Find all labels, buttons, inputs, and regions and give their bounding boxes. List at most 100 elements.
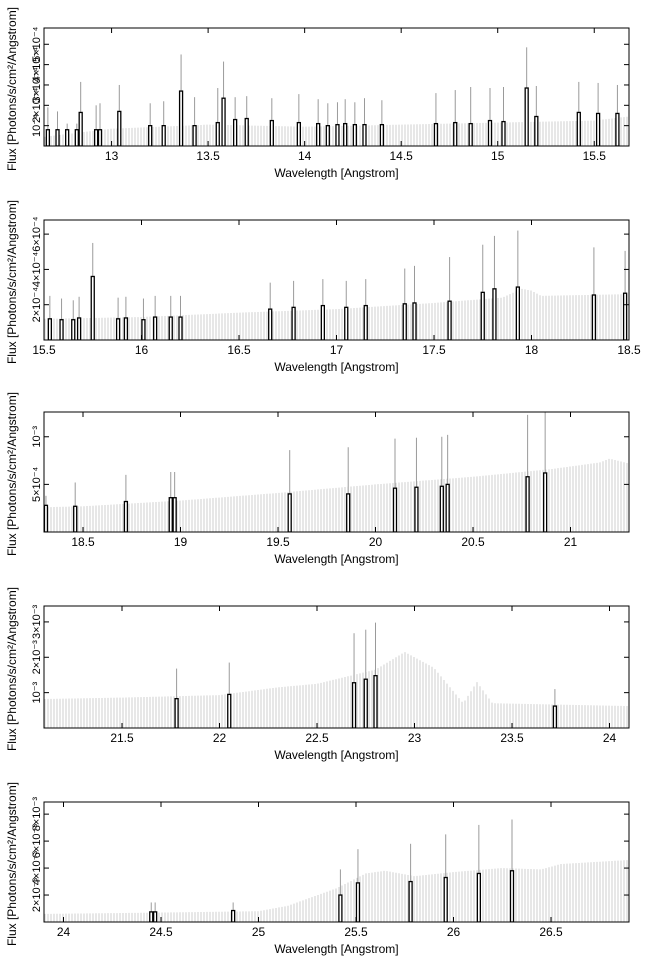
line-bar — [178, 316, 183, 340]
line-bar — [117, 110, 122, 146]
line-bar — [445, 483, 450, 532]
line-bar — [343, 122, 348, 146]
x-tick-label: 16 — [135, 343, 149, 357]
y-tick-label: 3×10⁻⁴ — [31, 67, 43, 103]
line-bar — [615, 112, 620, 146]
line-bar — [123, 500, 129, 532]
y-tick-label: 10⁻⁴ — [31, 114, 43, 137]
line-bar — [355, 882, 361, 922]
y-tick-label: 10⁻³ — [31, 681, 43, 703]
line-bar — [45, 129, 51, 146]
line-bar — [453, 121, 458, 146]
x-tick-label: 15 — [491, 149, 505, 163]
line-bar — [492, 288, 497, 340]
plot-area — [44, 230, 628, 340]
plot-frame — [43, 27, 630, 147]
y-axis-label: Flux [Photons/s/cm²/Angstrom] — [5, 587, 19, 751]
spectrum-panel: 13 13.5 14 14.5 15 15.5 10⁻⁴2×10⁻⁴3×10⁻⁴4×10⁻⁴… — [5, 7, 630, 180]
line-bar — [501, 120, 506, 146]
y-tick-label: 5×10⁻⁴ — [31, 466, 43, 502]
line-bar — [269, 119, 274, 146]
line-bar — [296, 121, 302, 146]
spectrum-panel: 21.5 22 22.5 23 23.5 24 10⁻³ 2×10⁻³3×10⁻³ Wavele… — [5, 587, 630, 762]
line-bar — [595, 112, 601, 146]
line-bar — [433, 122, 439, 146]
line-bar — [576, 111, 581, 146]
line-bar — [320, 304, 326, 340]
line-bar — [362, 123, 367, 146]
y-tick-label: 2×10⁻³ — [31, 878, 43, 913]
plot-frame — [43, 801, 630, 923]
y-tick-label: 4×10⁻⁴ — [31, 251, 43, 287]
line-bar — [73, 505, 78, 532]
x-tick-label: 24 — [57, 925, 71, 939]
line-bar — [351, 682, 357, 728]
line-bar — [76, 317, 82, 340]
line-bar — [468, 122, 473, 146]
line-bar — [55, 129, 60, 146]
line-bar — [352, 123, 357, 146]
line-bar — [227, 693, 232, 728]
line-bar — [148, 125, 153, 146]
line-bar — [443, 876, 448, 922]
line-bar — [346, 493, 351, 532]
line-bar — [379, 123, 385, 146]
x-tick-label: 18.5 — [617, 343, 641, 357]
plot-frame — [43, 605, 630, 729]
y-axis-label: Flux [Photons/s/cm²/Angstrom] — [5, 7, 19, 171]
spectrum-panel: 18.5 19 19.5 20 20.5 21 5×10⁻⁴ 10⁻³ Wavelength [… — [5, 392, 630, 566]
line-bar — [525, 476, 530, 532]
y-tick-label: 2×10⁻⁴ — [31, 87, 43, 123]
line-bar — [622, 292, 628, 340]
line-bar — [447, 300, 452, 340]
x-tick-label: 17 — [330, 343, 344, 357]
line-bar — [152, 911, 158, 922]
line-bar — [552, 705, 558, 728]
y-tick-label: 6×10⁻³ — [31, 824, 43, 859]
line-bar — [487, 119, 493, 146]
line-bar — [402, 303, 407, 340]
x-tick-label: 18.5 — [71, 535, 95, 549]
line-bar — [71, 319, 76, 340]
y-axis-label: Flux [Photons/s/cm²/Angstrom] — [5, 200, 19, 364]
plot-area — [44, 622, 628, 728]
x-axis-label: Wavelength [Angstrom] — [274, 166, 398, 180]
x-tick-label: 18 — [525, 343, 539, 357]
plot-frame — [43, 411, 630, 533]
x-tick-label: 23.5 — [500, 731, 524, 745]
x-tick-label: 22.5 — [305, 731, 329, 745]
x-axis-label: Wavelength [Angstrom] — [274, 942, 398, 956]
y-tick-label: 5×10⁻⁴ — [31, 26, 43, 62]
y-axis-label: Flux [Photons/s/cm²/Angstrom] — [5, 782, 19, 946]
line-bar — [59, 319, 64, 340]
line-bar — [221, 97, 226, 146]
line-bar — [325, 125, 330, 146]
plot-area — [44, 412, 628, 532]
line-bar — [515, 286, 520, 340]
x-tick-label: 14 — [298, 149, 312, 163]
line-bar — [161, 125, 166, 146]
line-bar — [392, 487, 398, 532]
line-bar — [335, 123, 340, 146]
plot-area — [44, 47, 628, 146]
line-bar — [152, 316, 158, 340]
line-bar — [476, 872, 482, 922]
line-bar — [543, 472, 548, 532]
line-bar — [232, 118, 238, 146]
y-tick-label: 8×10⁻³ — [31, 797, 43, 832]
x-tick-label: 25.5 — [344, 925, 368, 939]
y-tick-label: 10⁻³ — [31, 426, 43, 448]
line-bar — [174, 697, 179, 728]
x-tick-label: 15.5 — [32, 343, 56, 357]
x-axis-label: Wavelength [Angstrom] — [274, 552, 398, 566]
line-bar — [78, 111, 83, 146]
line-bar — [74, 129, 79, 146]
line-bar — [291, 306, 296, 340]
line-bar — [373, 675, 378, 728]
line-bar — [480, 291, 485, 340]
line-bar — [44, 504, 49, 532]
y-tick-label: 2×10⁻⁴ — [31, 287, 43, 323]
y-axis-label: Flux [Photons/s/cm²/Angstrom] — [5, 392, 19, 556]
